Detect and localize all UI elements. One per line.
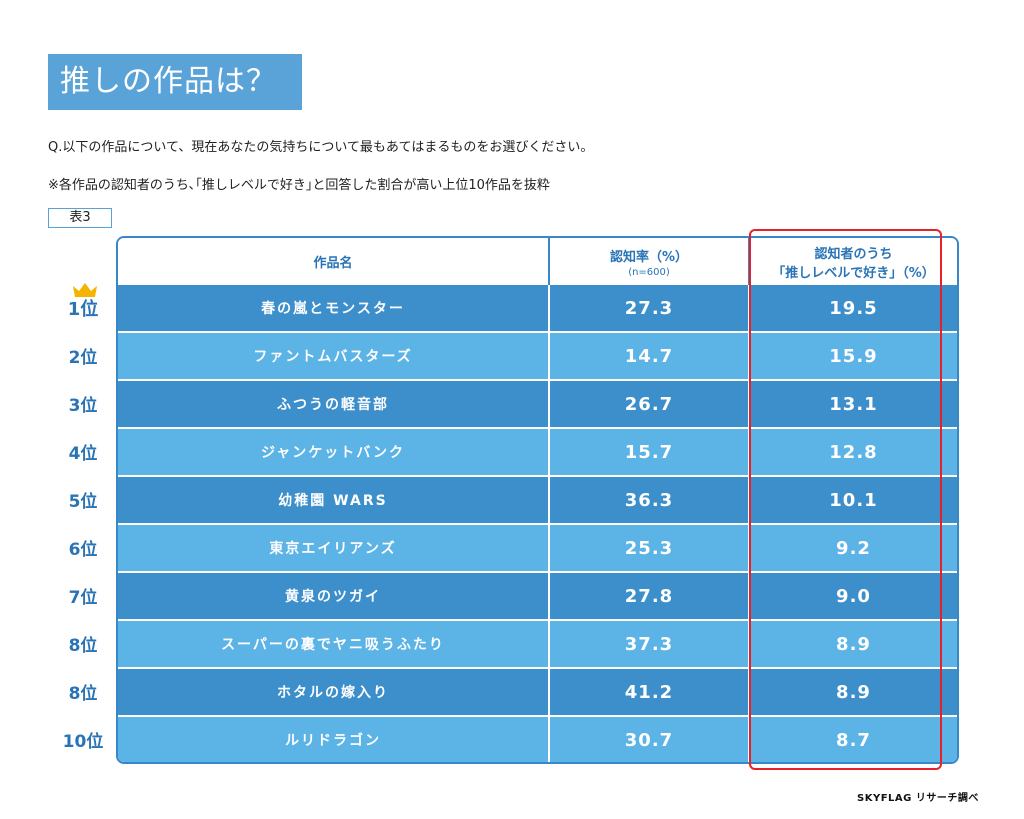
table-row: ホタルの嫁入り 41.2 8.9 [118, 669, 957, 715]
rank-label: 3位 [68, 396, 98, 416]
row-oshi-value: 15.9 [748, 333, 957, 379]
rank-label: 4位 [68, 444, 98, 464]
rank-label: 5位 [68, 492, 98, 512]
row-title: 幼稚園 WARS [278, 493, 388, 509]
row-title: ジャンケットバンク [261, 445, 405, 461]
row-title: 東京エイリアンズ [269, 541, 397, 557]
row-awareness-value: 27.3 [548, 285, 748, 331]
row-title: ふつうの軽音部 [277, 397, 389, 413]
rank-label: 8位 [68, 636, 98, 656]
header-awareness-col: 認知率（%） (n=600) [548, 238, 748, 285]
table-row: 東京エイリアンズ 25.3 9.2 [118, 525, 957, 571]
rank-label: 10位 [62, 732, 104, 752]
crown-icon [73, 283, 97, 297]
row-awareness-value: 15.7 [548, 429, 748, 475]
row-oshi-value: 19.5 [748, 285, 957, 331]
rank-label: 6位 [68, 540, 98, 560]
table-row: 幼稚園 WARS 36.3 10.1 [118, 477, 957, 523]
header-title-label: 作品名 [313, 256, 353, 271]
row-title: スーパーの裏でヤニ吸うふたり [221, 637, 445, 653]
row-oshi-value: 9.2 [748, 525, 957, 571]
row-oshi-value: 8.9 [748, 621, 957, 667]
row-awareness-value: 14.7 [548, 333, 748, 379]
table-row: ファントムバスターズ 14.7 15.9 [118, 333, 957, 379]
table-row: スーパーの裏でヤニ吸うふたり 37.3 8.9 [118, 621, 957, 667]
header-oshi-line2: 「推しレベルで好き」（%） [772, 265, 935, 281]
rank-label: 2位 [68, 348, 98, 368]
row-oshi-value: 9.0 [748, 573, 957, 619]
row-title: 黄泉のツガイ [285, 589, 381, 605]
header-oshi-line1: 認知者のうち [814, 246, 893, 262]
rank-label: 8位 [68, 684, 98, 704]
row-awareness-value: 37.3 [548, 621, 748, 667]
ranking-table: 作品名 認知率（%） (n=600) 認知者のうち 「推しレベルで好き」（%） … [116, 236, 959, 764]
rank-label: 7位 [68, 588, 98, 608]
row-awareness-value: 30.7 [548, 717, 748, 762]
header-awareness-sub: (n=600) [628, 266, 670, 278]
row-title: ファントムバスターズ [253, 349, 413, 365]
row-awareness-value: 36.3 [548, 477, 748, 523]
table-row: 春の嵐とモンスター 27.3 19.5 [118, 285, 957, 331]
row-oshi-value: 8.7 [748, 717, 957, 762]
row-title: ルリドラゴン [285, 733, 381, 749]
row-awareness-value: 27.8 [548, 573, 748, 619]
table-row: ふつうの軽音部 26.7 13.1 [118, 381, 957, 427]
table-row: 黄泉のツガイ 27.8 9.0 [118, 573, 957, 619]
row-title: ホタルの嫁入り [277, 685, 389, 701]
table-label: 表3 [48, 208, 112, 228]
row-awareness-value: 25.3 [548, 525, 748, 571]
row-awareness-value: 26.7 [548, 381, 748, 427]
header-title-col: 作品名 [118, 238, 548, 285]
page-title: 推しの作品は？ [48, 54, 302, 110]
question-text: Q.以下の作品について、現在あなたの気持ちについて最もあてはまるものをお選びくだ… [48, 140, 594, 155]
note-text: ※各作品の認知者のうち､｢推しレベルで好き｣と回答した割合が高い上位10作品を抜… [48, 178, 550, 193]
row-title: 春の嵐とモンスター [261, 301, 405, 317]
row-oshi-value: 12.8 [748, 429, 957, 475]
row-oshi-value: 13.1 [748, 381, 957, 427]
table-row: ジャンケットバンク 15.7 12.8 [118, 429, 957, 475]
header-oshi-col: 認知者のうち 「推しレベルで好き」（%） [748, 238, 957, 285]
row-oshi-value: 10.1 [748, 477, 957, 523]
row-oshi-value: 8.9 [748, 669, 957, 715]
table-row: ルリドラゴン 30.7 8.7 [118, 717, 957, 762]
header-awareness-label: 認知率（%） [609, 249, 689, 265]
rank-label: 1位 [67, 299, 99, 320]
source-credit: SKYFLAG リサーチ調べ [857, 793, 979, 804]
table-header-row: 作品名 認知率（%） (n=600) 認知者のうち 「推しレベルで好き」（%） [118, 238, 957, 285]
row-awareness-value: 41.2 [548, 669, 748, 715]
